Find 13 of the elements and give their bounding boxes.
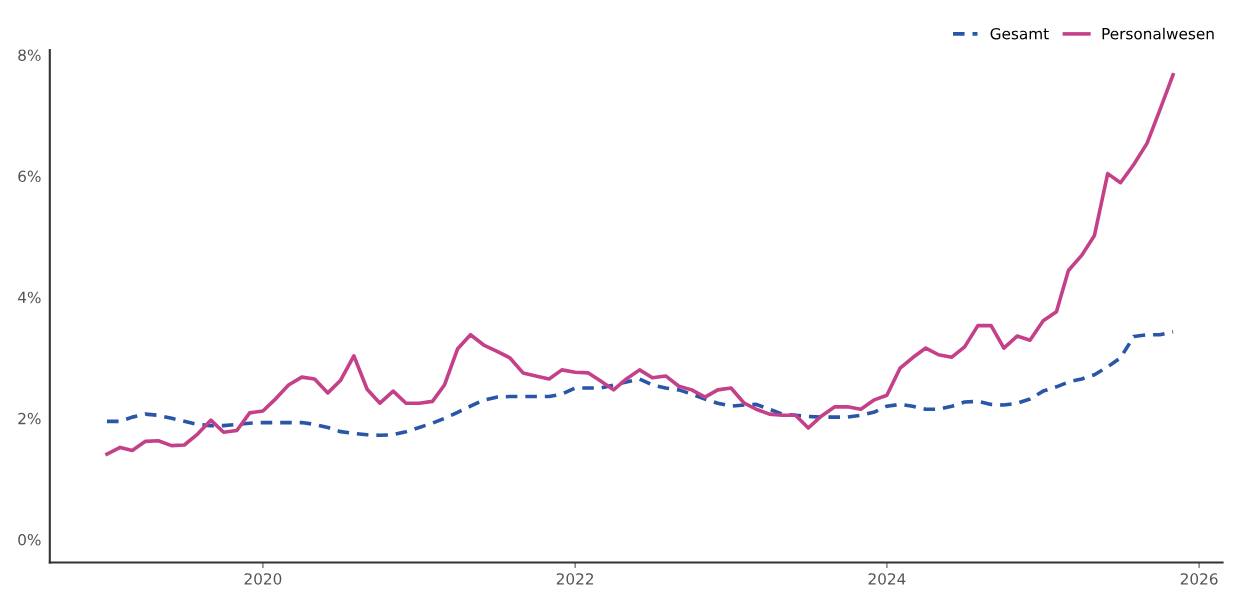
y-tick-label: 4% <box>17 291 41 304</box>
y-tick-label: 6% <box>18 170 41 183</box>
legend-label: Gesamt <box>990 27 1049 40</box>
x-tick-label: 2024 <box>868 573 906 585</box>
legend-label: Personalwesen <box>1102 27 1214 40</box>
y-tick-label: 8% <box>18 49 41 61</box>
line-series <box>105 73 1175 456</box>
x-tick-label: 2022 <box>556 573 594 585</box>
x-tick-label: 2020 <box>244 573 282 585</box>
x-tick-label: 2026 <box>1180 573 1218 585</box>
y-tick-label: 2% <box>18 412 41 425</box>
y-tick-label: 0% <box>18 533 41 546</box>
line-series <box>105 329 1175 438</box>
